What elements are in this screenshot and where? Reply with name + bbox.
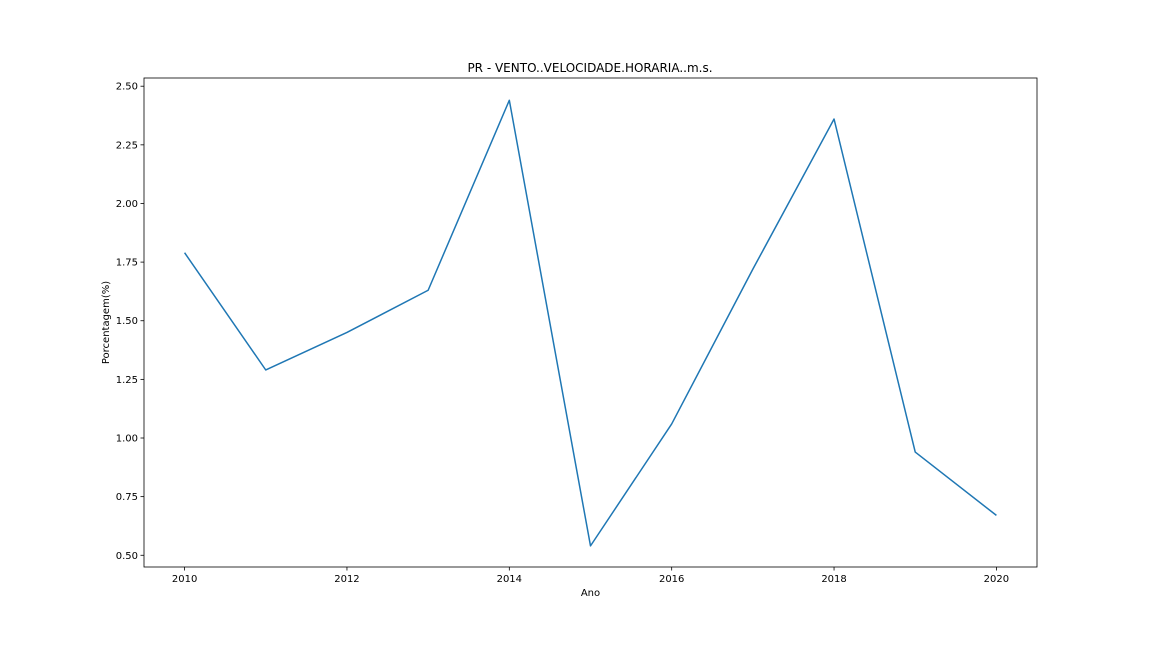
y-tick-label: 2.00 — [116, 199, 138, 210]
x-tick-label: 2020 — [984, 574, 1009, 585]
x-axis-ticks: 2010 2012 2014 2016 2018 2020 — [172, 567, 1009, 585]
y-tick-label: 1.50 — [116, 316, 138, 327]
x-tick-label: 2010 — [172, 574, 197, 585]
series-line — [185, 100, 997, 546]
x-tick-label: 2014 — [497, 574, 522, 585]
y-tick-label: 2.25 — [116, 140, 138, 151]
chart-title: PR - VENTO..VELOCIDADE.HORARIA..m.s. — [467, 61, 712, 75]
x-tick-label: 2016 — [659, 574, 684, 585]
x-tick-label: 2018 — [821, 574, 846, 585]
series-layer — [185, 100, 997, 546]
y-axis-label: Porcentagem(%) — [101, 281, 112, 364]
y-axis-ticks: 0.50 0.75 1.00 1.25 1.50 1.75 2.00 2.25 2.50 — [116, 82, 144, 562]
y-tick-label: 2.50 — [116, 82, 138, 93]
y-tick-label: 1.00 — [116, 434, 138, 445]
y-tick-label: 0.50 — [116, 551, 138, 562]
y-tick-label: 1.25 — [116, 375, 138, 386]
x-axis-label: Ano — [581, 588, 600, 599]
x-tick-label: 2012 — [334, 574, 359, 585]
plot-frame — [144, 78, 1037, 567]
y-tick-label: 0.75 — [116, 492, 138, 503]
y-tick-label: 1.75 — [116, 258, 138, 269]
